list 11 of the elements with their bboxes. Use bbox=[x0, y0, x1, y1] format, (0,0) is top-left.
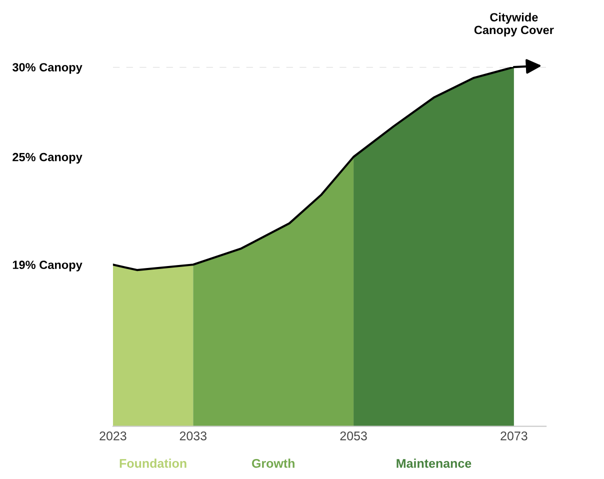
y-tick-label: 25% Canopy bbox=[12, 152, 82, 164]
text: Maintenance bbox=[396, 458, 472, 468]
text: Foundation bbox=[120, 458, 186, 468]
x-tick-label: 2023 bbox=[100, 432, 126, 440]
annotation: Citywide Canopy Cover bbox=[474, 12, 554, 37]
x-tick-label: 2033 bbox=[180, 432, 206, 440]
y-tick-label: 30% Canopy bbox=[12, 63, 82, 74]
x-tick-label: 2053 bbox=[340, 432, 367, 440]
x-tick-label: 2073 bbox=[500, 432, 528, 440]
y-tick-label: 19% Canopy bbox=[12, 260, 82, 272]
text: Growth bbox=[252, 458, 294, 468]
